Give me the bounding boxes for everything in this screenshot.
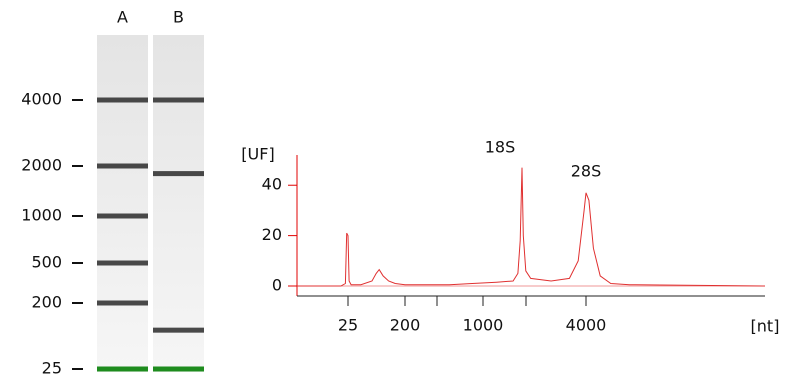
x-tick-label: 200 — [390, 316, 421, 335]
y-tick-label: 200 — [31, 293, 62, 312]
x-tick-label: 25 — [338, 316, 358, 335]
gel-band — [153, 328, 204, 333]
lane-b-bg — [153, 35, 204, 372]
peak-label: 18S — [485, 138, 516, 157]
figure: 18S 28S 4000 2000 1000 500 200 25 A B [UF] [nt] 0 2… — [0, 0, 785, 379]
lane-label: A — [117, 8, 128, 27]
x-tick-label: 4000 — [566, 316, 607, 335]
trace — [297, 168, 765, 286]
y-tick-label: 4000 — [21, 90, 62, 109]
y-tick-label: 25 — [42, 359, 62, 378]
y-tick-label: 40 — [262, 175, 282, 194]
y-tick-label: 500 — [31, 253, 62, 272]
y-tick-label: 2000 — [21, 156, 62, 175]
lane-label: B — [173, 8, 184, 27]
gel-band — [153, 171, 204, 176]
gel-band — [97, 367, 148, 372]
gel-band — [153, 98, 204, 103]
x-tick-label: 1000 — [463, 316, 504, 335]
y-tick-label: 1000 — [21, 206, 62, 225]
lane-a-bg — [97, 35, 148, 372]
gel-band — [153, 367, 204, 372]
gel-band — [97, 98, 148, 103]
y-axis-label: [UF] — [241, 145, 274, 164]
peak-label: 28S — [571, 162, 602, 181]
y-tick-label: 20 — [262, 225, 282, 244]
y-tick-label: 0 — [272, 276, 282, 295]
gel-band — [97, 261, 148, 266]
gel-band — [97, 214, 148, 219]
gel-band — [97, 164, 148, 169]
x-axis-label: [nt] — [751, 317, 780, 336]
gel-band — [97, 301, 148, 306]
